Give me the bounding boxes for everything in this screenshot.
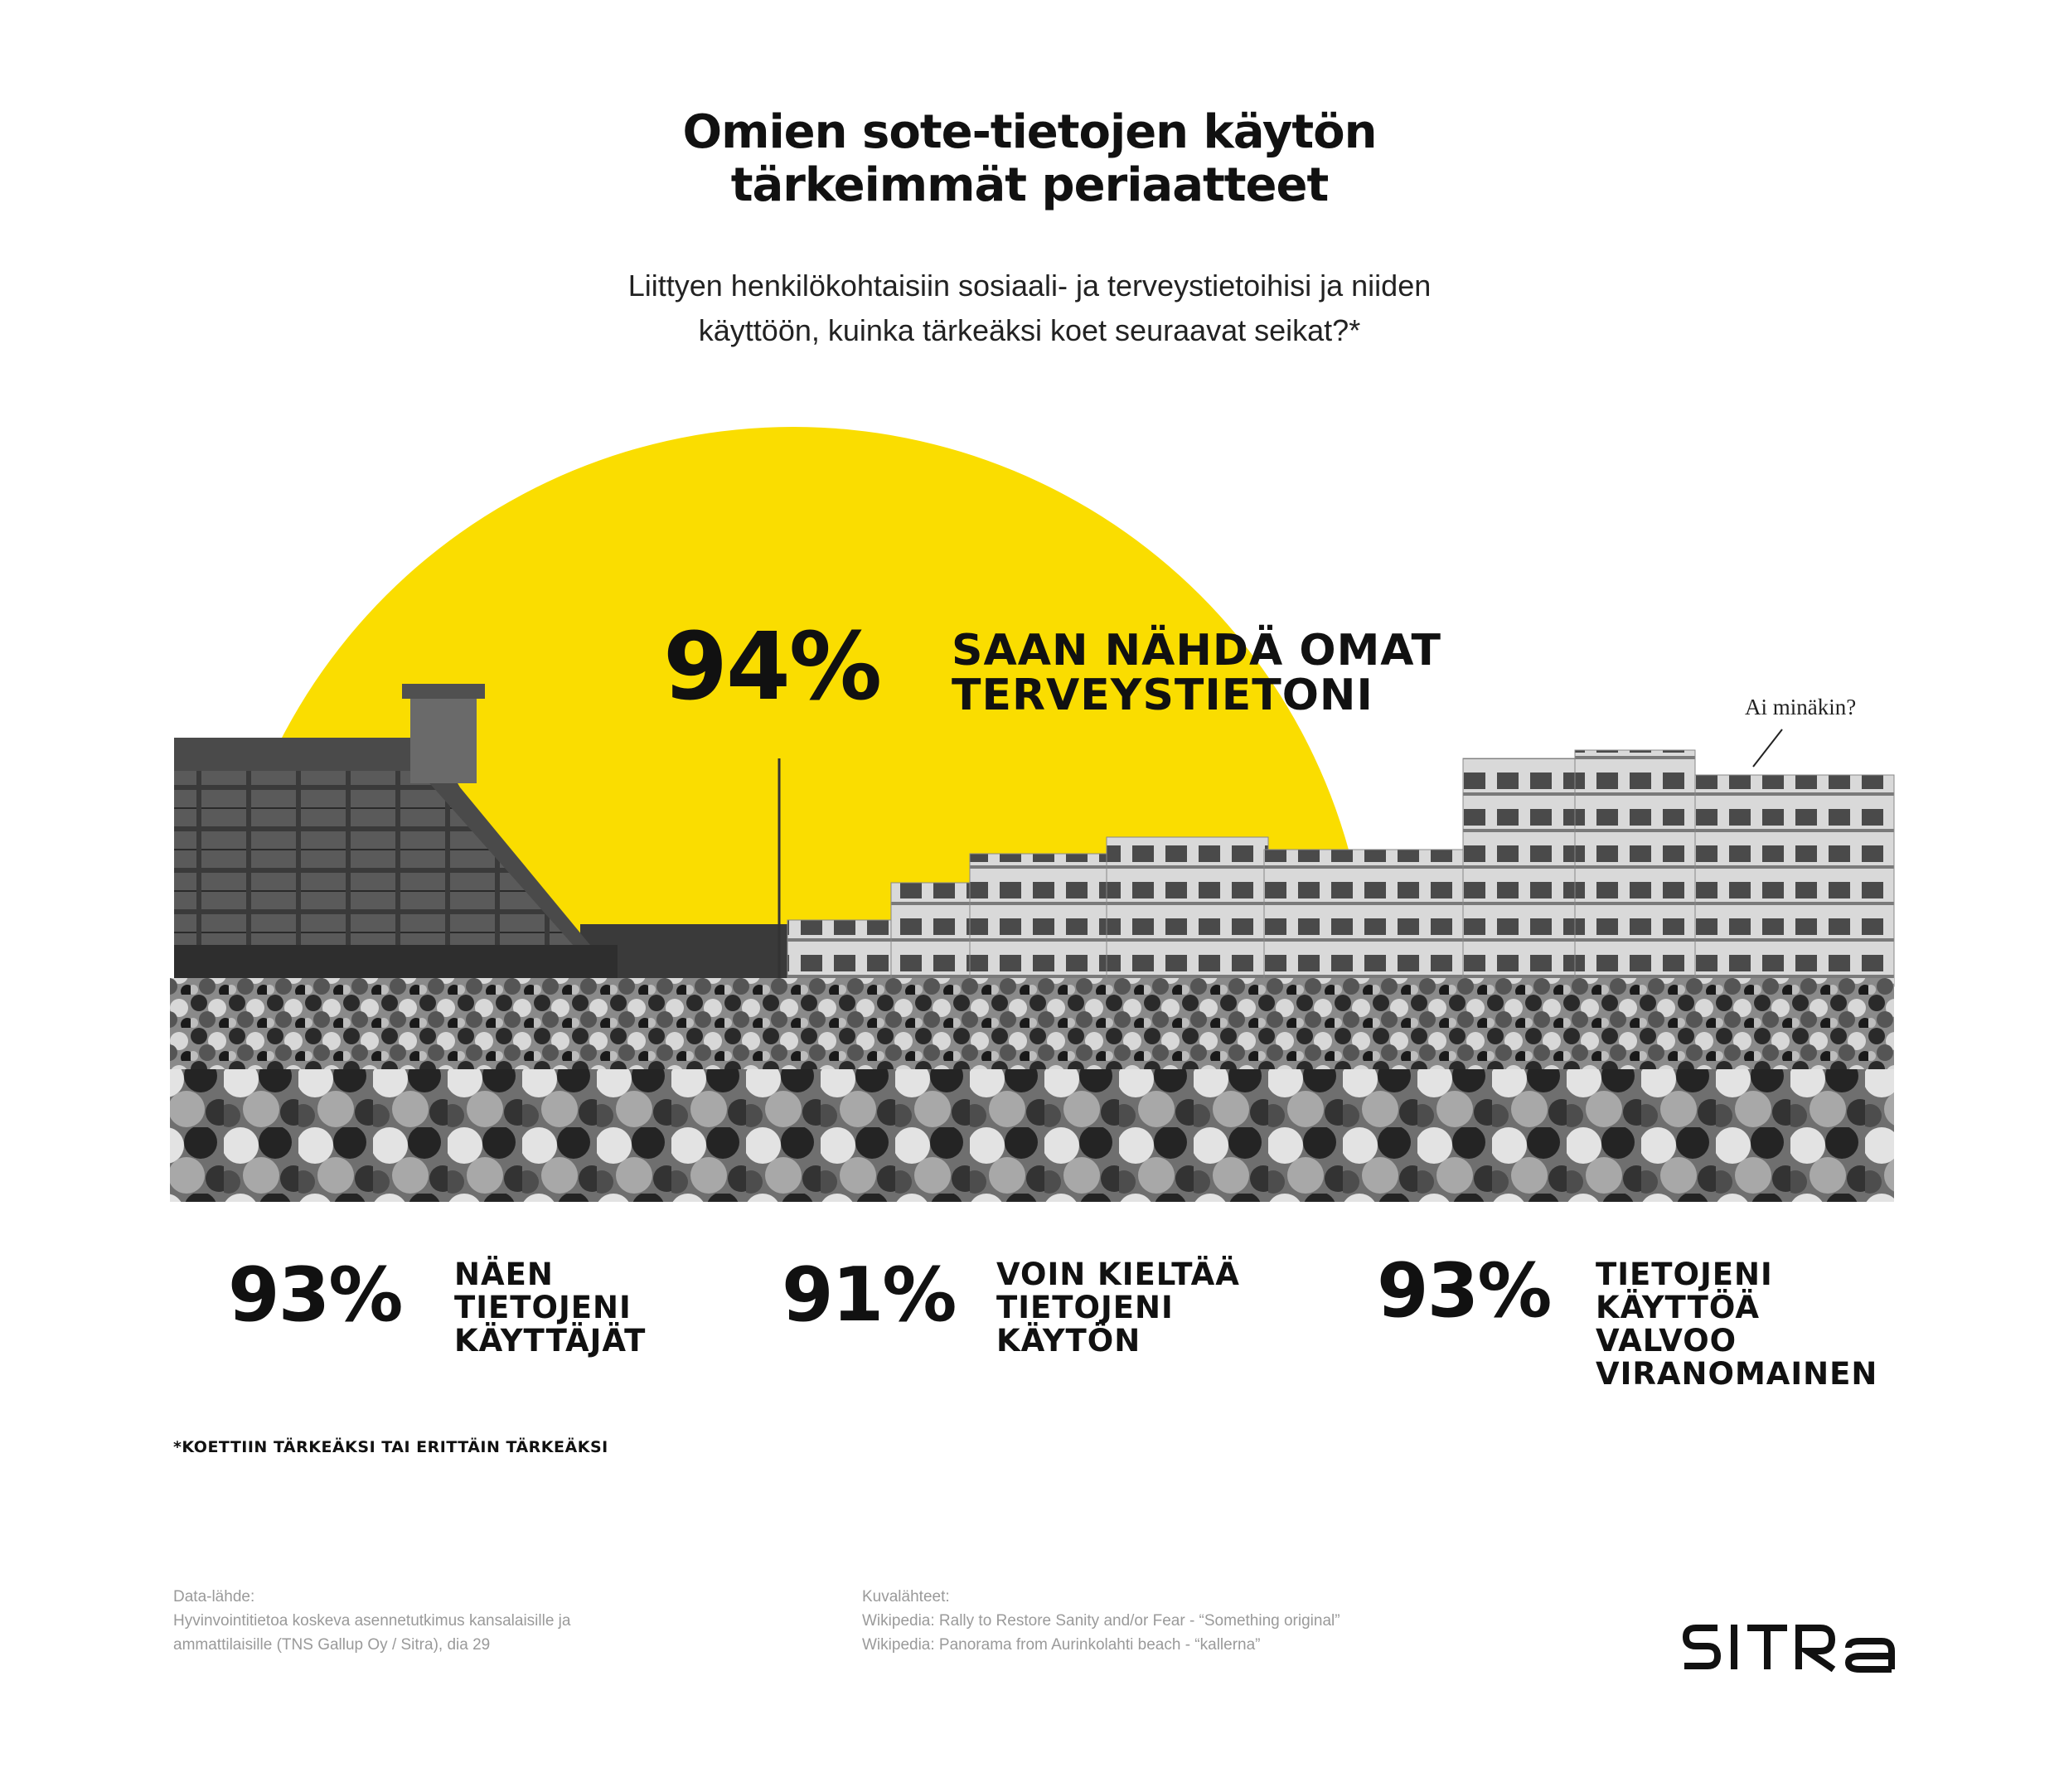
yellow-sun	[217, 427, 1369, 978]
image-sources-heading: Kuvalähteet:	[862, 1588, 950, 1606]
title-line-2: tärkeimmät periaatteet	[730, 158, 1330, 212]
footnote: *KOETTIIN TÄRKEÄKSI TAI ERITTÄIN TÄRKEÄK…	[173, 1438, 608, 1456]
buildings	[787, 749, 1895, 987]
stat-label-line: TIETOJENI	[454, 1290, 632, 1325]
data-source: Data-lähde: Hyvinvointitietoa koskeva as…	[173, 1585, 570, 1657]
data-source-line: Hyvinvointitietoa koskeva asennetutkimus…	[173, 1612, 571, 1630]
page-title: Omien sote-tietojen käytön tärkeimmät pe…	[0, 106, 2059, 212]
stat-label-line: NÄEN	[454, 1257, 554, 1292]
image-sources: Kuvalähteet: Wikipedia: Rally to Restore…	[862, 1585, 1340, 1657]
subtitle: Liittyen henkilökohtaisiin sosiaali- ja …	[0, 264, 2059, 353]
subtitle-line-2: käyttöön, kuinka tärkeäksi koet seuraava…	[698, 313, 1361, 347]
data-source-heading: Data-lähde:	[173, 1588, 255, 1606]
solar-roof-house	[174, 684, 618, 978]
stat-label-line: VIRANOMAINEN	[1596, 1356, 1878, 1392]
stat-label-line: VALVOO	[1596, 1323, 1737, 1359]
main-stat-label-line: TERVEYSTIETONI	[952, 671, 1373, 720]
crowd-near	[170, 1069, 1894, 1202]
image-sources-line: Wikipedia: Rally to Restore Sanity and/o…	[862, 1612, 1340, 1630]
stat-label-line: VOIN KIELTÄÄ	[996, 1257, 1240, 1292]
stat-value: 93%	[228, 1252, 403, 1339]
subtitle-line-1: Liittyen henkilökohtaisiin sosiaali- ja …	[627, 269, 1432, 303]
stat-label: TIETOJENI KÄYTTÖÄ VALVOO VIRANOMAINEN	[1596, 1258, 1877, 1391]
stat-label-line: TIETOJENI	[996, 1290, 1174, 1325]
data-source-line: ammattilaisille (TNS Gallup Oy / Sitra),…	[173, 1636, 491, 1654]
main-stat-label: SAAN NÄHDÄ OMAT TERVEYSTIETONI	[952, 628, 1441, 718]
image-sources-line: Wikipedia: Panorama from Aurinkolahti be…	[862, 1636, 1261, 1654]
main-stat-label-line: SAAN NÄHDÄ OMAT	[952, 626, 1441, 676]
stat-value: 91%	[782, 1252, 957, 1339]
stat-label: NÄEN TIETOJENI KÄYTTÄJÄT	[454, 1258, 646, 1358]
stat-label-line: KÄYTTÄJÄT	[454, 1323, 647, 1359]
stat-label: VOIN KIELTÄÄ TIETOJENI KÄYTÖN	[996, 1258, 1240, 1358]
stat-label-line: KÄYTÖN	[996, 1323, 1141, 1359]
speech-bubble-text: Ai minäkin?	[1745, 695, 1857, 719]
stat-label-line: TIETOJENI	[1596, 1257, 1773, 1292]
speech-bubble-tail	[1752, 729, 1783, 768]
stat-value: 93%	[1377, 1247, 1552, 1334]
title-line-1: Omien sote-tietojen käytön	[682, 105, 1378, 159]
main-stat-value: 94%	[663, 613, 882, 721]
stat-label-line: KÄYTTÖÄ	[1596, 1290, 1760, 1325]
sitra-logo	[1683, 1625, 1895, 1673]
